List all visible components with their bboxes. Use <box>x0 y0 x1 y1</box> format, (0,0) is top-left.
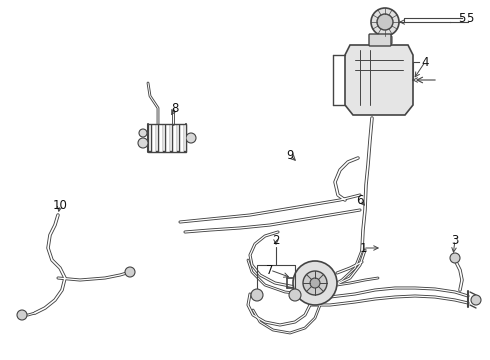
Text: 5: 5 <box>466 12 474 24</box>
Text: 9: 9 <box>286 149 294 162</box>
Text: 10: 10 <box>52 198 68 212</box>
Circle shape <box>471 295 481 305</box>
Circle shape <box>303 271 327 295</box>
Polygon shape <box>345 45 413 115</box>
FancyBboxPatch shape <box>378 36 392 44</box>
Circle shape <box>138 138 148 148</box>
Text: 2: 2 <box>272 234 280 247</box>
Text: 4: 4 <box>421 55 429 68</box>
FancyBboxPatch shape <box>369 34 391 46</box>
Circle shape <box>17 310 27 320</box>
Text: 3: 3 <box>451 234 459 247</box>
Circle shape <box>125 267 135 277</box>
Text: 6: 6 <box>356 194 364 207</box>
Text: 5: 5 <box>458 12 466 24</box>
Circle shape <box>289 289 301 301</box>
Circle shape <box>139 129 147 137</box>
Text: 1: 1 <box>359 242 367 255</box>
Circle shape <box>251 289 263 301</box>
Text: 8: 8 <box>172 102 179 114</box>
Circle shape <box>310 278 320 288</box>
Circle shape <box>377 14 393 30</box>
Circle shape <box>371 8 399 36</box>
Circle shape <box>186 133 196 143</box>
Circle shape <box>450 253 460 263</box>
Circle shape <box>293 261 337 305</box>
Text: 7: 7 <box>266 264 274 276</box>
